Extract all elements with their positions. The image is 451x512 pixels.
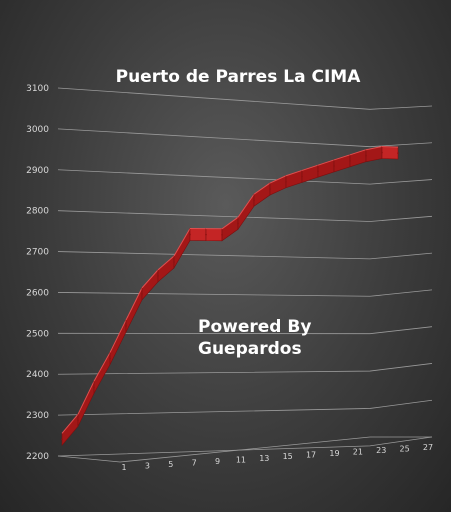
data-point: [285, 180, 287, 183]
data-point: [365, 154, 367, 157]
series-edge: [381, 146, 399, 148]
data-point: [349, 160, 351, 162]
data-point: [381, 151, 383, 154]
data-point: [221, 233, 223, 236]
chart-title: Puerto de Parres La CIMA: [116, 67, 362, 87]
series-segment: [221, 216, 239, 242]
gridline-3100: [57, 87, 433, 110]
data-point: [269, 188, 271, 190]
gridline-2300: [57, 399, 433, 416]
series-edge: [317, 159, 335, 166]
x-tick-label: 19: [329, 449, 339, 458]
x-tick-label: 11: [236, 455, 246, 464]
x-tick-label: 17: [306, 451, 316, 460]
y-tick-label: 2400: [26, 370, 49, 380]
data-point: [157, 275, 159, 277]
series-edge: [77, 381, 95, 415]
series-segment: [157, 255, 175, 283]
y-tick-label: 2700: [26, 248, 49, 258]
data-point: [125, 325, 127, 327]
series-edge: [173, 228, 191, 257]
data-point: [77, 419, 79, 422]
x-tick-label: 15: [283, 452, 293, 461]
x-tick-label: 5: [168, 460, 173, 469]
x-tick-label: 13: [259, 454, 269, 463]
y-tick-label: 2800: [26, 207, 49, 217]
y-tick-label: 3100: [26, 84, 49, 94]
data-point: [189, 233, 191, 236]
y-tick-label: 2200: [26, 452, 49, 462]
data-point: [317, 170, 319, 172]
series-segment: [77, 381, 95, 427]
y-tick-label: 2900: [26, 166, 49, 176]
y-tick-label: 2500: [26, 329, 49, 339]
series-edge: [333, 154, 351, 161]
series-edge: [269, 175, 287, 184]
y-tick-label: 3000: [26, 125, 49, 135]
gridline-2900: [57, 169, 433, 185]
data-point: [397, 152, 399, 154]
series-edge: [301, 164, 319, 171]
y-tick-label: 2300: [26, 411, 49, 421]
gridline-2700: [57, 251, 433, 260]
gridline-2200: [57, 436, 433, 457]
series-segment: [93, 351, 111, 395]
data-point: [333, 165, 335, 167]
x-tick-label: 1: [121, 463, 126, 472]
data-point: [93, 386, 95, 389]
data-point: [109, 357, 111, 360]
series-edge: [61, 413, 79, 434]
series-segment: [173, 227, 191, 270]
y-tick-label: 2600: [26, 288, 49, 298]
x-tick-label: 3: [145, 461, 150, 470]
data-point: [205, 233, 207, 236]
series-edge: [237, 193, 255, 218]
floor-edge: [57, 436, 432, 463]
gridlines: [57, 87, 433, 463]
series-segment: [109, 319, 127, 365]
x-tick-label: 23: [376, 446, 386, 455]
series-edge: [141, 269, 159, 289]
gridline-3000: [57, 128, 433, 148]
gridline-2600: [57, 289, 433, 297]
data-point: [301, 175, 303, 178]
series-segment: [381, 146, 399, 160]
annotation-line-2: Guepardos: [198, 339, 302, 359]
gridline-2400: [57, 363, 433, 375]
series-edge: [221, 216, 239, 230]
series-segment: [125, 287, 143, 333]
y-axis-ticks: 2200 2300 2400 2500 2600 2700 2800 2900 3000 3100: [26, 84, 49, 462]
series-edge: [349, 149, 367, 156]
data-point: [237, 222, 239, 225]
series-segment: [189, 228, 207, 241]
x-tick-label: 7: [192, 458, 197, 467]
x-tick-label: 9: [215, 457, 220, 466]
series-edge: [253, 182, 271, 195]
data-point: [253, 199, 255, 202]
gridline-2800: [57, 210, 433, 222]
x-tick-label: 25: [400, 445, 410, 454]
data-point: [61, 438, 63, 441]
series-segment: [269, 175, 287, 196]
series-segment: [253, 182, 271, 207]
data-point: [141, 293, 143, 295]
annotation-line-1: Powered By: [198, 317, 311, 337]
series-edge: [109, 319, 127, 353]
series-edge: [157, 255, 175, 271]
x-tick-label: 27: [423, 443, 433, 452]
x-tick-label: 21: [353, 448, 363, 457]
elevation-series: [61, 146, 399, 447]
gridline-2500: [57, 326, 433, 335]
series-segment: [237, 193, 255, 231]
series-edge: [125, 287, 143, 321]
series-edge: [285, 169, 303, 177]
data-point: [173, 261, 175, 263]
series-edge: [93, 352, 111, 382]
series-edge: [365, 146, 383, 151]
x-axis-ticks: 1 3 5 7 9 11 13 15 17 19 21 23 25 27: [121, 443, 433, 472]
series-segment: [205, 228, 223, 242]
